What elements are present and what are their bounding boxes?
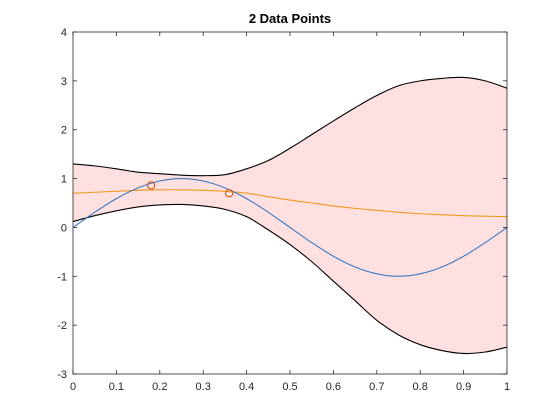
y-tick-label: -2 — [57, 320, 67, 332]
plot-area — [73, 32, 507, 374]
chart-title: 2 Data Points — [249, 11, 331, 26]
x-tick-label: 0.2 — [152, 381, 167, 393]
y-tick-label: 0 — [61, 222, 67, 234]
x-tick-label: 0.9 — [456, 381, 471, 393]
data-point-1 — [146, 181, 156, 190]
band-lower-line — [73, 203, 507, 355]
x-tick-label: 0.4 — [239, 381, 254, 393]
y-tick-label: -3 — [57, 369, 67, 381]
confidence-band — [73, 77, 507, 354]
axes: 0 0.1 0.2 0.3 0.4 0.5 0.6 0.7 0.8 0.9 1 -3 -2 -1 0 1 2 3 4 — [57, 27, 510, 393]
y-tick-label: 1 — [61, 174, 67, 186]
mean-line — [73, 189, 507, 218]
band-upper-line — [73, 76, 507, 177]
y-tick-label: 2 — [61, 125, 67, 137]
x-tick-label: 0.5 — [282, 381, 297, 393]
data-point-2 — [225, 189, 234, 198]
x-tick-label: 0.3 — [196, 381, 211, 393]
y-tick-label: -1 — [57, 271, 67, 283]
y-tick-label: 3 — [61, 76, 67, 88]
x-tick-label: 0.1 — [109, 381, 124, 393]
x-tick-label: 0 — [70, 381, 76, 393]
y-tick-label: 4 — [61, 27, 67, 39]
x-tick-label: 1 — [504, 381, 510, 393]
x-tick-label: 0.7 — [369, 381, 384, 393]
x-tick-label: 0.8 — [413, 381, 428, 393]
true-function-line — [73, 178, 507, 277]
x-tick-label: 0.6 — [326, 381, 341, 393]
